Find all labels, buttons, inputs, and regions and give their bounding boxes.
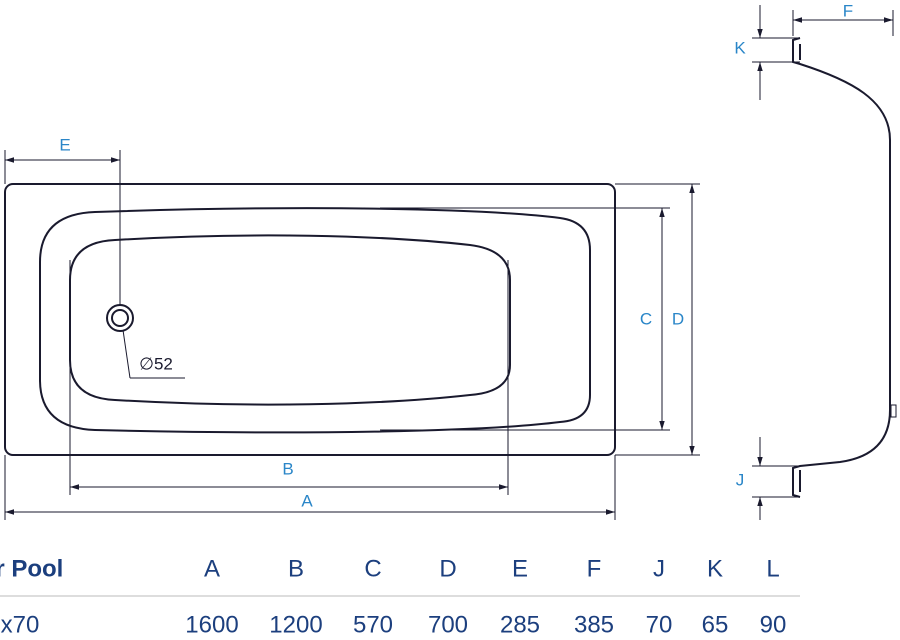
label-e: E xyxy=(59,135,70,154)
side-view xyxy=(792,37,897,498)
table-cell: 1200 xyxy=(269,611,322,638)
label-k: K xyxy=(734,38,746,57)
label-f: F xyxy=(843,1,853,20)
label-d: D xyxy=(672,309,684,328)
table-header: Koller Pool xyxy=(0,555,63,582)
table-cell: 700 xyxy=(428,611,468,638)
label-a: A xyxy=(301,491,313,510)
table-cell: 285 xyxy=(500,611,540,638)
label-j: J xyxy=(736,470,745,489)
table-header: J xyxy=(653,555,665,582)
label-b: B xyxy=(282,459,293,478)
table-header: K xyxy=(707,555,723,582)
table: Koller Pool A B C D E F J K L 160x70 1600 1200 570 700… xyxy=(0,555,786,638)
table-cell: 90 xyxy=(760,611,787,638)
table-header: E xyxy=(512,555,528,582)
table-cell: 1600 xyxy=(185,611,238,638)
table-header: D xyxy=(439,555,456,582)
table-cell: 385 xyxy=(574,611,614,638)
table-cell: 65 xyxy=(702,611,729,638)
table-header: C xyxy=(364,555,381,582)
dimension-lines xyxy=(4,5,894,520)
table-header: A xyxy=(204,555,220,582)
table-cell: 160x70 xyxy=(0,611,39,638)
table-header: L xyxy=(766,555,779,582)
label-c: C xyxy=(640,309,652,328)
table-header: F xyxy=(587,555,602,582)
table-cell: 70 xyxy=(646,611,673,638)
table-cell: 570 xyxy=(353,611,393,638)
top-view xyxy=(4,183,616,456)
label-drain: ∅52 xyxy=(139,354,173,373)
table-header: B xyxy=(288,555,304,582)
